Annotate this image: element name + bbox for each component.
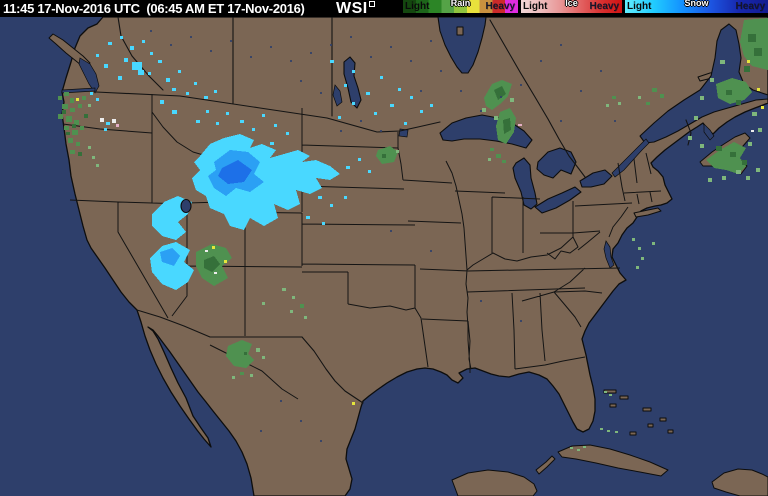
yucatan-peninsula	[451, 469, 538, 496]
cuba	[557, 444, 669, 477]
puget-sound	[78, 57, 100, 94]
small-lakes-noise	[150, 30, 616, 442]
legend-snow-title: Snow	[684, 0, 709, 8]
islands	[48, 33, 768, 496]
legend-rain-light: Light	[405, 1, 430, 12]
juan-de-fuca-strait	[61, 87, 96, 94]
great-salt-lake	[180, 198, 192, 214]
radar-rain-maritimes	[688, 18, 768, 182]
lake-michigan	[512, 157, 538, 210]
legend-ice-scale: Ice Light Heavy	[521, 0, 622, 13]
precip-legend: Rain Light Heavy Ice Light Heavy Snow Li…	[403, 0, 768, 17]
radar-rain-washington-coast	[58, 92, 99, 167]
map-timestamp: 11:45 17-Nov-2016 UTC (06:45 AM ET 17-No…	[3, 1, 305, 16]
wsi-logo-mark	[368, 1, 375, 7]
lake-erie	[534, 186, 582, 214]
wsi-logo: WSI	[336, 0, 375, 18]
legend-rain-heavy: Heavy	[485, 1, 515, 12]
radar-snow-utah	[150, 196, 232, 290]
radar-rain-black-hills	[376, 146, 399, 164]
legend-snow-scale: Snow Light Heavy	[625, 0, 768, 13]
legend-snow-light: Light	[627, 1, 652, 12]
radar-snow-showers-plains	[330, 60, 433, 125]
akimiski-island	[456, 26, 464, 36]
radar-mixed-cascades	[100, 118, 119, 131]
lake-winnipeg	[343, 56, 362, 109]
radar-snow-showers-northwest	[96, 36, 229, 125]
lake-huron	[536, 147, 577, 179]
top-status-bar: 11:45 17-Nov-2016 UTC (06:45 AM ET 17-No…	[0, 0, 768, 17]
yucatan-tip	[535, 455, 556, 475]
radar-speckles-southeast	[352, 238, 655, 451]
canada-borders	[95, 17, 692, 178]
lake-manitoba	[332, 84, 343, 107]
radar-map-image	[0, 17, 768, 496]
legend-ice-title: Ice	[565, 0, 578, 8]
radar-rain-st-lawrence	[606, 88, 664, 107]
hispaniola	[711, 468, 768, 496]
legend-rain-title: Rain	[450, 0, 471, 8]
legend-snow-heavy: Heavy	[735, 1, 765, 12]
st-lawrence-river	[611, 138, 650, 178]
radar-overlay	[58, 18, 768, 451]
legend-ice-light: Light	[523, 1, 548, 12]
bahamas	[603, 389, 674, 436]
chesapeake-bay	[603, 240, 615, 269]
legend-rain-scale: Rain Light Heavy	[403, 0, 518, 13]
james-bay	[437, 17, 487, 74]
radar-rain-west-texas	[226, 288, 307, 379]
us-state-borders	[62, 94, 662, 373]
legend-ice-heavy: Heavy	[589, 1, 619, 12]
mexico-borders	[136, 309, 364, 404]
lake-ontario	[579, 169, 613, 188]
bay-of-fundy	[703, 123, 715, 141]
radar-snow-rockies	[192, 114, 371, 230]
long-island	[633, 207, 662, 218]
radar-rain-ontario	[482, 80, 522, 163]
